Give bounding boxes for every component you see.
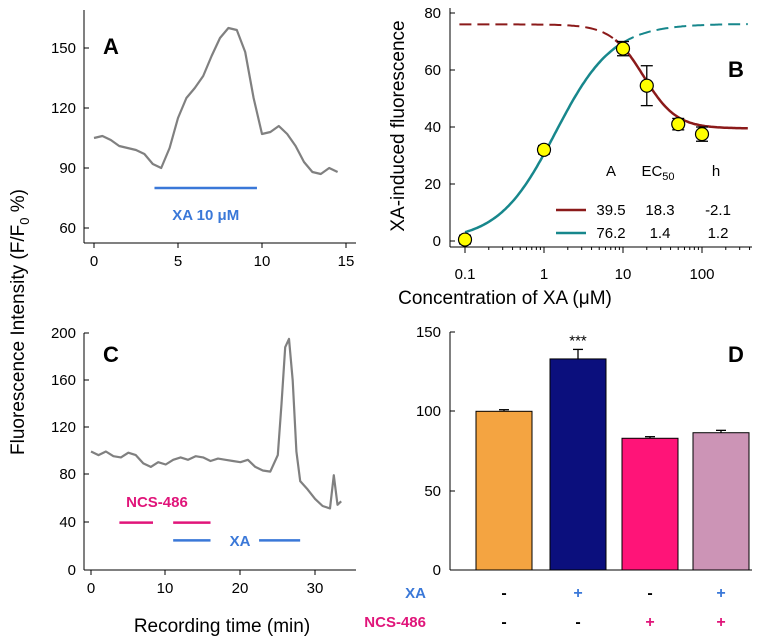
panel-d-bar — [621, 437, 679, 571]
panel-a-xtick-label: 15 — [338, 253, 355, 270]
panel-a-ytick-label: 60 — [59, 220, 76, 237]
legend-row1-ec50: 18.3 — [645, 202, 674, 219]
panel-d-bar — [692, 432, 750, 571]
panel-c-ytick-label: 160 — [51, 372, 76, 389]
panel-c-ytick-label: 40 — [59, 514, 76, 531]
panel-d-condition-sign: + — [716, 614, 725, 631]
panel-b-point — [536, 142, 552, 157]
panel-c-ytick-label: 120 — [51, 419, 76, 436]
panel-c-xtick-label: 30 — [307, 580, 324, 597]
panel-b-ytick-label: 60 — [424, 62, 441, 79]
panel-c-trace — [90, 337, 342, 510]
panel-b-letter: B — [728, 57, 744, 82]
panel-d-ytick-label: 100 — [416, 403, 441, 420]
panel-c: C Recording time (min) 0 10 20 30 0 40 8… — [51, 325, 356, 637]
panel-a-trace — [93, 26, 339, 176]
panel-d-bar — [549, 358, 607, 571]
panel-a-ytick-label: 90 — [59, 160, 76, 177]
panel-d-condition-sign: + — [716, 585, 725, 602]
panel-c-letter: C — [103, 342, 119, 367]
panel-a-xtick-label: 10 — [254, 253, 271, 270]
legend-header-a: A — [606, 163, 616, 180]
panel-d-condition-sign: - — [575, 614, 580, 631]
panel-b-fit-decreasing-dashed — [459, 23, 616, 41]
panel-d-ytick-label: 150 — [416, 324, 441, 341]
panel-b-ylabel: XA-induced fluorescence — [388, 20, 409, 231]
panel-d-yticks: 0 50 100 150 — [416, 324, 455, 579]
legend-row2-a: 76.2 — [596, 225, 625, 242]
panel-a-xa-label: XA 10 μM — [172, 207, 239, 224]
legend-header-ec50: EC50 — [641, 163, 674, 183]
panel-c-ytick-label: 80 — [59, 466, 76, 483]
panel-b-point — [457, 232, 473, 247]
panel-c-xticks: 0 10 20 30 — [87, 570, 324, 597]
panel-b-fit-decreasing — [614, 39, 748, 130]
panel-b-xtick-label: 0.1 — [455, 266, 476, 283]
panel-b-point — [639, 78, 654, 93]
panel-b-xtick-label: 100 — [689, 266, 714, 283]
panel-b-xlabel: Concentration of XA (μM) — [398, 288, 612, 309]
panel-b-yticks: 0 20 40 60 80 — [424, 5, 455, 250]
legend-row1-h: -2.1 — [705, 202, 731, 219]
panel-b: XA-induced fluorescence Concentration of… — [388, 5, 752, 309]
panel-d-bars: *** — [475, 332, 750, 571]
panel-d-condition-sign: - — [647, 585, 652, 602]
panel-d-condition-sign: - — [501, 614, 506, 631]
panel-b-ytick-label: 80 — [424, 5, 441, 22]
panel-b-ytick-label: 20 — [424, 176, 441, 193]
panel-d-bar — [475, 410, 533, 571]
panel-c-ytick-label: 200 — [51, 325, 76, 342]
panel-d-condition-sign: - — [501, 585, 506, 602]
panel-d-letter: D — [728, 342, 744, 367]
panel-d-xa-row-label: XA — [405, 585, 426, 602]
panel-c-xlabel: Recording time (min) — [134, 616, 310, 637]
panel-d-condition-sign: + — [645, 614, 654, 631]
panel-b-xtick-label: 1 — [540, 266, 548, 283]
panel-b-ytick-label: 0 — [433, 233, 441, 250]
panel-c-ytick-label: 0 — [68, 562, 76, 579]
panel-d-condition-signs: - + - + - - + + — [501, 585, 725, 631]
panel-b-point — [694, 127, 710, 142]
panel-c-xtick-label: 20 — [232, 580, 249, 597]
panel-c-xtick-label: 0 — [87, 580, 95, 597]
panel-d-ytick-label: 0 — [433, 562, 441, 579]
panel-b-points — [457, 40, 710, 247]
panel-b-fit-increasing-dashed — [622, 23, 748, 44]
panel-a-ytick-label: 120 — [51, 100, 76, 117]
shared-ylabel: Fluorescence Intensity (F/F0 %) — [8, 189, 32, 455]
panel-b-point — [615, 41, 631, 56]
legend-row2-ec50: 1.4 — [650, 225, 671, 242]
panel-c-ncs486-label: NCS-486 — [126, 494, 188, 511]
panel-c-yticks: 0 40 80 120 160 200 — [51, 325, 89, 579]
panel-b-ytick-label: 40 — [424, 119, 441, 136]
panel-d-condition-sign: + — [573, 585, 582, 602]
panel-c-xa-label: XA — [230, 533, 251, 550]
legend-row1-a: 39.5 — [596, 202, 625, 219]
panel-a-letter: A — [103, 34, 119, 59]
legend-header-h: h — [712, 163, 720, 180]
panel-d-ncs486-row-label: NCS-486 — [364, 614, 426, 631]
panel-b-xtick-label: 10 — [615, 266, 632, 283]
panel-a-xtick-label: 0 — [90, 253, 98, 270]
panel-b-point — [671, 117, 686, 132]
panel-b-xticks: 0.1 1 10 100 — [455, 247, 751, 283]
panel-a-ytick-label: 150 — [51, 40, 76, 57]
panel-d-significance: *** — [569, 332, 587, 349]
panel-a-yticks: 60 90 120 150 — [51, 40, 89, 237]
panel-d-ytick-label: 50 — [424, 483, 441, 500]
legend-row2-h: 1.2 — [708, 225, 729, 242]
panel-b-legend: A EC50 h 39.5 18.3 -2.1 76.2 1.4 1.2 — [556, 163, 731, 242]
panel-d: D 0 50 100 150 *** XA NCS-486 - + - + - - + + — [364, 324, 752, 631]
panel-c-xtick-label: 10 — [157, 580, 174, 597]
panel-a-xtick-label: 5 — [174, 253, 182, 270]
panel-a-xticks: 0 5 10 15 — [90, 243, 355, 270]
panel-a: A 0 5 10 15 60 90 120 150 XA 10 μM — [51, 10, 356, 270]
